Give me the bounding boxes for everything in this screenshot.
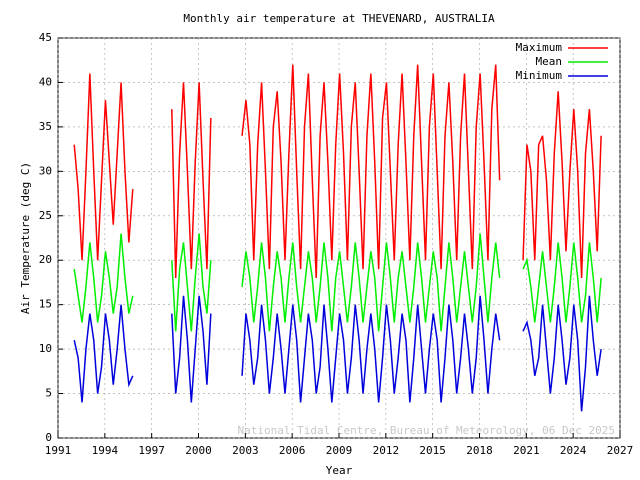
- legend-label: Maximum: [516, 41, 563, 54]
- y-tick-label: 20: [39, 253, 52, 266]
- y-tick-label: 25: [39, 209, 52, 222]
- y-tick-label: 40: [39, 75, 52, 88]
- y-tick-label: 0: [45, 431, 52, 444]
- x-tick-label: 1997: [138, 444, 165, 457]
- x-tick-label: 2018: [466, 444, 493, 457]
- y-axis-label: Air Temperature (deg C): [19, 162, 32, 314]
- x-tick-label: 1994: [92, 444, 119, 457]
- y-tick-label: 45: [39, 31, 52, 44]
- y-tick-label: 35: [39, 120, 52, 133]
- y-tick-label: 15: [39, 298, 52, 311]
- x-tick-label: 2000: [185, 444, 212, 457]
- x-tick-label: 1991: [45, 444, 72, 457]
- series-line: [73, 64, 602, 279]
- x-tick-label: 2015: [419, 444, 446, 457]
- x-tick-label: 2006: [279, 444, 306, 457]
- x-tick-label: 2027: [607, 444, 634, 457]
- y-tick-label: 30: [39, 164, 52, 177]
- x-axis-label: Year: [326, 464, 353, 477]
- x-tick-label: 2003: [232, 444, 259, 457]
- y-tick-label: 5: [45, 387, 52, 400]
- x-tick-label: 2009: [326, 444, 353, 457]
- legend-label: Mean: [536, 55, 563, 68]
- x-tick-label: 2024: [560, 444, 587, 457]
- x-tick-label: 2021: [513, 444, 540, 457]
- y-tick-label: 10: [39, 342, 52, 355]
- series-line: [73, 233, 602, 332]
- series-line: [73, 295, 602, 412]
- legend-label: Minimum: [516, 69, 563, 82]
- annotation: National Tidal Centre, Bureau of Meteoro…: [238, 424, 616, 437]
- chart-title: Monthly air temperature at THEVENARD, AU…: [183, 12, 495, 25]
- x-tick-label: 2012: [373, 444, 400, 457]
